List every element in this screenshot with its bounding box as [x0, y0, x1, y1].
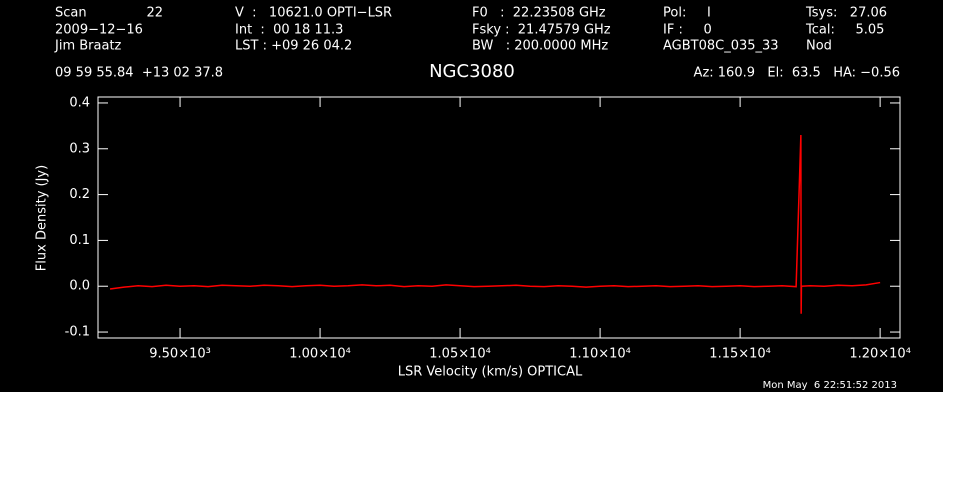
y-tick-label: -0.1	[65, 325, 90, 340]
header-text: V : 10621.0 OPTI−LSR	[235, 6, 392, 21]
y-axis-label: Flux Density (Jy)	[35, 165, 50, 271]
y-tick-label: 0.2	[69, 187, 90, 202]
header-text: 2009−12−16	[55, 23, 143, 38]
header-text: Scan	[55, 6, 87, 21]
timestamp: Mon May 6 22:51:52 2013	[763, 380, 897, 391]
y-tick-label: 0.3	[69, 141, 90, 156]
header-text: IF : 0	[663, 23, 712, 38]
y-tick-label: 0.4	[69, 95, 90, 110]
x-tick-label: 1.15×10⁴	[709, 347, 771, 362]
header-text: Nod	[806, 39, 832, 54]
header-text: Tsys: 27.06	[805, 6, 887, 21]
x-tick-label: 1.10×10⁴	[569, 347, 631, 362]
spectrum-line	[109, 135, 881, 314]
header-text: BW : 200.0000 MHz	[472, 39, 608, 54]
coordinates: 09 59 55.84 +13 02 37.8	[55, 66, 223, 81]
header-text: Int : 00 18 11.3	[235, 23, 343, 38]
x-tick-label: 1.00×10⁴	[289, 347, 351, 362]
x-tick-label: 9.50×10³	[149, 347, 211, 362]
header-text: Pol: I	[663, 6, 711, 21]
y-tick-label: 0.0	[69, 279, 90, 294]
header-text: Jim Braatz	[54, 39, 122, 54]
header-text: Fsky : 21.47579 GHz	[472, 23, 611, 38]
x-tick-label: 1.20×10⁴	[849, 347, 911, 362]
header-text: LST : +09 26 04.2	[235, 39, 352, 54]
chart-title: NGC3080	[429, 61, 515, 82]
x-axis-label: LSR Velocity (km/s) OPTICAL	[398, 365, 583, 380]
header-text: 22	[146, 6, 163, 21]
plot-frame	[97, 96, 901, 339]
y-tick-label: 0.1	[69, 233, 90, 248]
header-text: F0 : 22.23508 GHz	[472, 6, 606, 21]
header-text: Tcal: 5.05	[805, 23, 884, 38]
plot-background	[0, 0, 943, 392]
x-tick-label: 1.05×10⁴	[429, 347, 491, 362]
pointing: Az: 160.9 El: 63.5 HA: −0.56	[694, 66, 900, 81]
header-text: AGBT08C_035_33	[663, 39, 779, 54]
